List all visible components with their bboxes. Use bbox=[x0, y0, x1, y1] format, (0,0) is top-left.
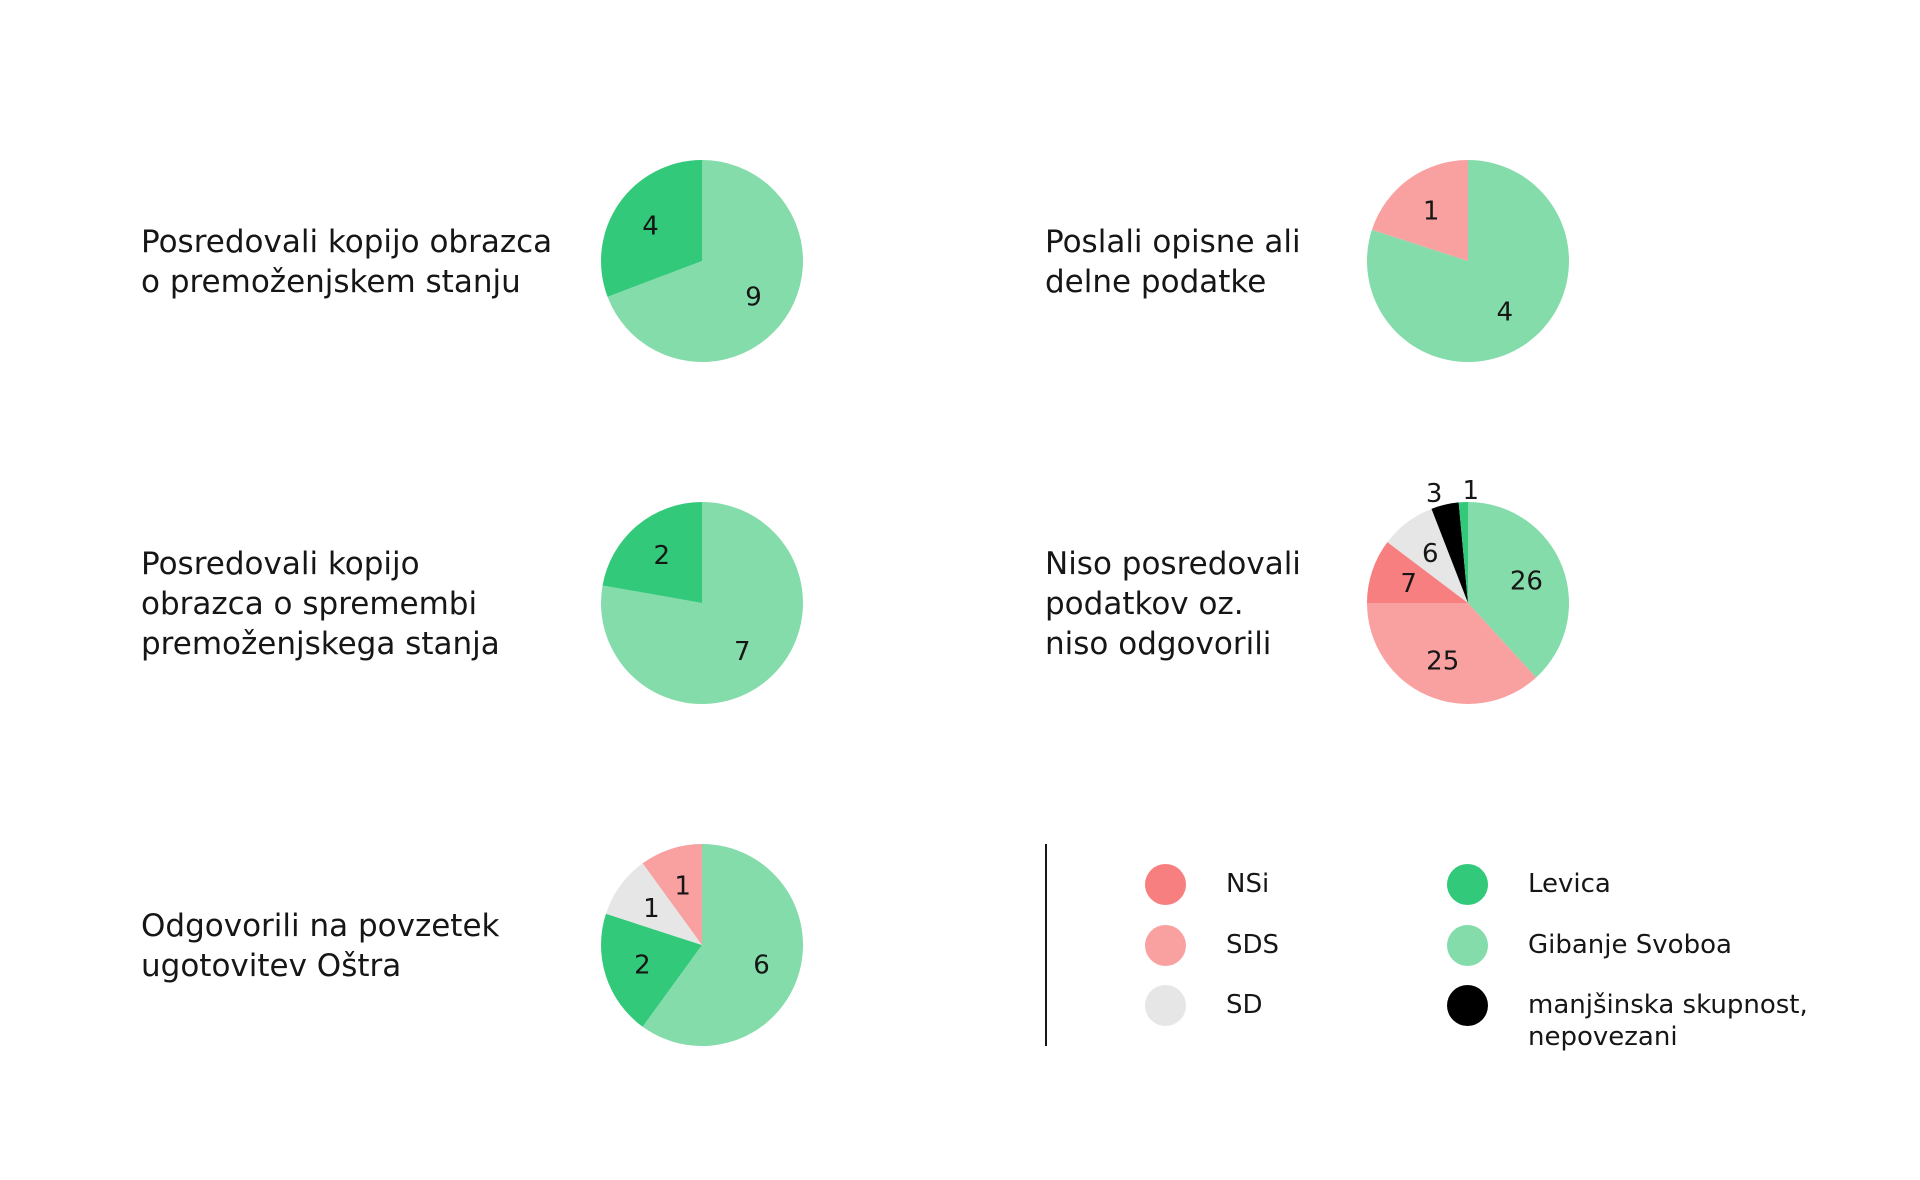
pie-value-label: 26 bbox=[1510, 566, 1543, 596]
legend-item-levica: Levica bbox=[1447, 864, 1848, 905]
legend-item-manjsinska: manjšinska skupnost, nepovezani bbox=[1447, 985, 1848, 1053]
legend-swatch-sds bbox=[1145, 925, 1186, 966]
pie-slice-gibanje-svoboda bbox=[1468, 502, 1569, 678]
legend-item-sds: SDS bbox=[1145, 925, 1546, 966]
pie-value-label: 7 bbox=[734, 637, 751, 667]
legend-divider bbox=[1045, 844, 1047, 1046]
chart-title-2: Poslali opisne ali delne podatke bbox=[1045, 224, 1301, 300]
pie-value-label: 4 bbox=[642, 211, 659, 241]
chart-title-5: Odgovorili na povzetek ugotovitev Oštra bbox=[141, 908, 500, 984]
chart-title-1: Posredovali kopijo obrazca o premoženjsk… bbox=[141, 224, 553, 300]
pie-value-label: 1 bbox=[643, 894, 660, 924]
legend-label-levica: Levica bbox=[1528, 869, 1611, 899]
pie-value-label: 9 bbox=[745, 283, 762, 313]
pie-value-label: 2 bbox=[653, 541, 670, 571]
pie-value-label: 3 bbox=[1426, 479, 1443, 509]
legend-item-sd: SD bbox=[1145, 985, 1546, 1026]
pie-value-label: 6 bbox=[753, 950, 770, 980]
legend-label-gibanje-svoboda: Gibanje Svoboa bbox=[1528, 930, 1732, 960]
chart-title-4: Niso posredovali podatkov oz. niso odgov… bbox=[1045, 546, 1301, 662]
chart-title-3: Posredovali kopijo obrazca o spremembi p… bbox=[141, 546, 500, 662]
pie-value-label: 4 bbox=[1497, 298, 1514, 328]
legend-label-manjsinska: manjšinska skupnost, nepovezani bbox=[1528, 990, 1808, 1052]
pie-slice-gibanje-svoboda bbox=[607, 160, 803, 362]
pie-slice-sd bbox=[605, 863, 702, 945]
legend-swatch-gibanje-svoboda bbox=[1447, 925, 1488, 966]
legend-swatch-sd bbox=[1145, 985, 1186, 1026]
pie-value-label: 1 bbox=[1463, 476, 1480, 506]
pie-slice-gibanje-svoboda bbox=[642, 844, 804, 1047]
legend-item-nsi: NSi bbox=[1145, 864, 1546, 905]
legend-label-sds: SDS bbox=[1226, 930, 1280, 960]
pie-value-label: 1 bbox=[674, 871, 691, 901]
pie-slice-gibanje-svoboda bbox=[601, 502, 803, 704]
legend-item-gibanje-svoboda: Gibanje Svoboa bbox=[1447, 925, 1848, 966]
legend-swatch-levica bbox=[1447, 864, 1488, 905]
legend-swatch-nsi bbox=[1145, 864, 1186, 905]
pie-slice-levica bbox=[601, 913, 702, 1027]
pie-slice-levica bbox=[602, 502, 702, 603]
pie-value-label: 2 bbox=[634, 950, 651, 980]
legend-label-sd: SD bbox=[1226, 990, 1263, 1020]
pie-slice-sds bbox=[642, 844, 702, 945]
legend-swatch-manjsinska bbox=[1447, 985, 1488, 1026]
legend-label-nsi: NSi bbox=[1226, 869, 1270, 899]
pie-slice-levica bbox=[601, 160, 702, 297]
